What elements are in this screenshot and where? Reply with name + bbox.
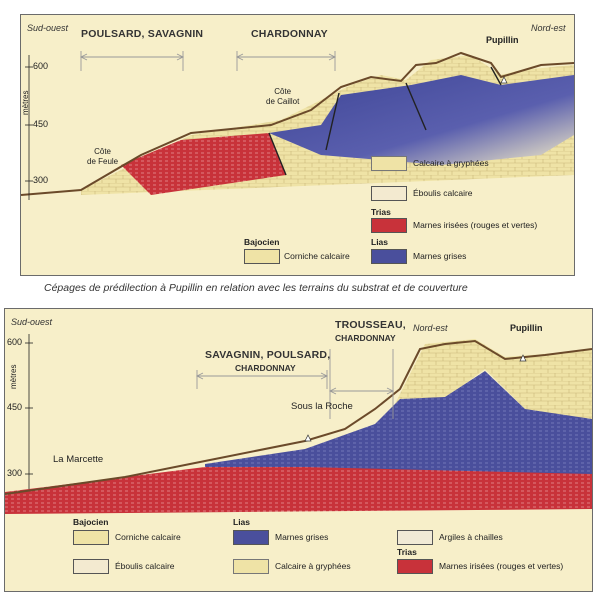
swatch-eboulis <box>73 559 109 574</box>
legend-lias-heading: Lias <box>371 237 389 247</box>
legend-calcaire-gryphees: Calcaire à gryphées <box>413 158 489 168</box>
place-la-marcette: La Marcette <box>53 454 104 465</box>
ground-profile <box>21 51 574 196</box>
legend-bajocien-heading: Bajocien <box>73 517 109 527</box>
legend-marnes-grises: Marnes grises <box>275 532 329 542</box>
legend-argiles: Argiles à chailles <box>439 532 503 542</box>
legend-marnes-irisees: Marnes irisées (rouges et vertes) <box>439 561 564 571</box>
grapes-trousseau: TROUSSEAU, <box>335 319 406 331</box>
grapes-poulsard-savagnin: POULSARD, SAVAGNIN <box>81 28 204 40</box>
village-marker <box>519 354 527 362</box>
swatch-calcaire-gryphees <box>233 559 269 574</box>
fault-line <box>405 82 427 131</box>
place-cote-de-caillot: Côte de Caillot <box>266 87 300 106</box>
swatch-corniche <box>244 249 280 264</box>
legend-corniche: Corniche calcaire <box>284 251 350 261</box>
range-arrow <box>79 51 185 71</box>
cross-section-top-drawing <box>21 51 574 200</box>
trias-marnes-irisees <box>5 467 592 514</box>
tick-300: 300 <box>33 175 49 185</box>
legend-bajocien-heading: Bajocien <box>244 237 280 247</box>
legend-marnes-irisees: Marnes irisées (rouges et vertes) <box>413 220 538 230</box>
swatch-eboulis <box>371 186 407 201</box>
legend-trias-heading: Trias <box>397 547 417 557</box>
tick-600: 600 <box>33 61 49 71</box>
place-cote-de-feule: Côte de Feule <box>87 147 119 166</box>
legend-eboulis: Éboulis calcaire <box>413 188 473 198</box>
swatch-marnes-irisees <box>371 218 407 233</box>
grapes-chardonnay-right: CHARDONNAY <box>335 333 396 343</box>
legend-corniche: Corniche calcaire <box>115 532 181 542</box>
place-sous-la-roche: Sous la Roche <box>291 401 353 412</box>
cross-section-top: Sud-ouest Nord-est mètres 600 450 300 PO… <box>20 14 575 276</box>
range-arrow <box>235 51 337 71</box>
legend-marnes-grises: Marnes grises <box>413 251 467 261</box>
swatch-argiles <box>397 530 433 545</box>
cross-section-bottom-drawing <box>5 334 592 514</box>
fault-line <box>490 66 502 86</box>
swatch-calcaire-gryphees <box>371 156 407 171</box>
fault-line <box>268 132 287 176</box>
direction-southwest: Sud-ouest <box>11 317 53 327</box>
range-arrow <box>328 349 395 419</box>
swatch-corniche <box>73 530 109 545</box>
y-axis-label: mètres <box>9 364 18 389</box>
swatch-marnes-grises <box>233 530 269 545</box>
legend-lias-heading: Lias <box>233 517 251 527</box>
cross-section-bottom: Sud-ouest Nord-est mètres 600 450 300 SA… <box>4 308 593 592</box>
swatch-marnes-irisees <box>397 559 433 574</box>
tick-450: 450 <box>7 402 23 412</box>
legend-trias-heading: Trias <box>371 207 391 217</box>
tick-600: 600 <box>7 337 23 347</box>
figure-caption: Cépages de prédilection à Pupillin en re… <box>44 282 468 294</box>
village-pupillin: Pupillin <box>510 323 543 333</box>
place-marker <box>304 434 312 442</box>
swatch-marnes-grises <box>371 249 407 264</box>
tick-300: 300 <box>7 468 23 478</box>
direction-northeast: Nord-est <box>531 23 566 33</box>
tick-450: 450 <box>33 119 49 129</box>
y-axis-label: mètres <box>21 90 30 115</box>
range-arrow <box>195 370 329 389</box>
trias-marnes-irisees <box>121 133 286 195</box>
village-marker <box>500 76 508 84</box>
direction-southwest: Sud-ouest <box>27 23 69 33</box>
legend-calcaire-gryphees: Calcaire à gryphées <box>275 561 351 571</box>
grapes-chardonnay: CHARDONNAY <box>251 28 328 40</box>
grapes-savagnin-poulsard: SAVAGNIN, POULSARD, <box>205 349 331 361</box>
grapes-chardonnay-mid: CHARDONNAY <box>235 363 296 373</box>
legend-eboulis: Éboulis calcaire <box>115 561 175 571</box>
fault-line <box>325 92 340 151</box>
direction-northeast: Nord-est <box>413 323 448 333</box>
lias-marnes-grises <box>205 371 592 479</box>
village-pupillin: Pupillin <box>486 35 519 45</box>
